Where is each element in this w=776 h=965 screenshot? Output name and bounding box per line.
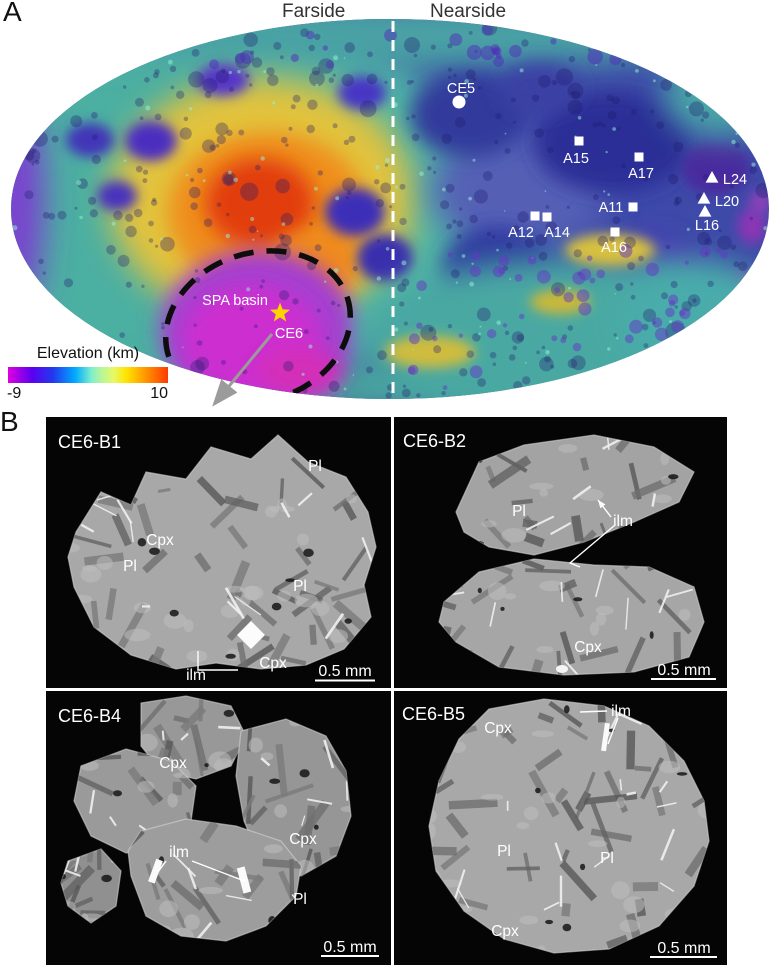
- scale-bar-label: 0.5 mm: [318, 663, 371, 680]
- bse-panel-ce6-b4: CE6-B4 Cpx Cpx ilm Pl 0.5 mm: [46, 691, 391, 965]
- mineral-leader-line: [607, 717, 619, 745]
- site-label-ce5: CE5: [447, 81, 475, 97]
- mineral-label-ilm: ilm: [613, 513, 633, 530]
- site-marker-a15: [574, 136, 584, 146]
- colorbar-gradient: [8, 367, 168, 383]
- mineral-label-cpx: Cpx: [259, 655, 287, 672]
- bse-panel-ce6-b2: CE6-B2 Pl ilm Cpx 0.5 mm: [394, 417, 727, 688]
- bright-grain: [556, 665, 568, 673]
- colorbar-min-label: -9: [7, 385, 22, 402]
- annotation-layer: CE6-B4 Cpx Cpx ilm Pl 0.5 mm: [58, 706, 379, 957]
- mineral-label-pl: Pl: [512, 503, 526, 520]
- panel-a-label: A: [3, 0, 22, 27]
- bse-panel-id: CE6-B2: [403, 431, 466, 451]
- lunar-elevation-map: CE5 A15 A17 A11 A12 A14 A16 L24 L20 L16 SPA basin C…: [11, 19, 769, 407]
- site-label-a16: A16: [601, 240, 627, 256]
- bse-image-grid: CE6-B1 Pl Cpx Pl Pl Cpx ilm 0.5 mm CE6-B2 Pl ilm C…: [46, 417, 727, 965]
- bse-panel-id: CE6-B1: [58, 432, 121, 452]
- site-marker-a17: [634, 152, 644, 162]
- bright-grain: [601, 722, 610, 752]
- hemisphere-label-nearside: Nearside: [430, 1, 507, 22]
- mineral-label-cpx: Cpx: [159, 755, 187, 772]
- site-label-a12: A12: [508, 225, 534, 241]
- site-label-a15: A15: [563, 151, 589, 167]
- site-label-a17: A17: [628, 166, 654, 182]
- site-marker-a12: [530, 211, 540, 221]
- mineral-label-pl: Pl: [293, 578, 307, 595]
- mineral-label-pl: Pl: [308, 458, 322, 475]
- site-marker-ce5: [452, 95, 466, 109]
- mineral-leader-line: [191, 860, 248, 883]
- bse-panel-ce6-b1: CE6-B1 Pl Cpx Pl Pl Cpx ilm 0.5 mm: [46, 417, 391, 688]
- site-label-l24: L24: [723, 172, 747, 188]
- ce6-to-panel-b-arrow: [212, 333, 274, 407]
- mineral-label-ilm: ilm: [186, 667, 206, 684]
- mineral-leader-line: [157, 860, 167, 873]
- site-label-a11: A11: [599, 200, 624, 216]
- site-marker-l20: [697, 192, 711, 204]
- bright-grain: [237, 621, 265, 649]
- crater-texture: [12, 20, 769, 399]
- mineral-label-cpx: Cpx: [491, 923, 519, 940]
- site-label-a14: A14: [544, 225, 570, 241]
- mineral-leader-line: [568, 524, 616, 568]
- mineral-label-pl: Pl: [123, 558, 137, 575]
- bright-grain: [148, 858, 163, 884]
- mineral-label-cpx: Cpx: [146, 532, 174, 549]
- site-marker-a11: [628, 202, 638, 212]
- site-label-l20: L20: [715, 194, 739, 210]
- mineral-leader-line: [197, 651, 238, 671]
- bright-grain: [236, 866, 252, 894]
- bse-panel-ce6-b5: CE6-B5 Cpx ilm Pl Pl Cpx 0.5 mm: [394, 691, 727, 965]
- site-marker-l24: [705, 171, 719, 183]
- mineral-label-ilm: ilm: [169, 844, 189, 861]
- scale-bar-label: 0.5 mm: [657, 662, 710, 679]
- site-marker-ce6: [270, 302, 290, 322]
- mineral-label-pl: Pl: [497, 843, 511, 860]
- annotation-layer: CE6-B2 Pl ilm Cpx 0.5 mm: [403, 431, 716, 680]
- landing-sites-layer: CE5 A15 A17 A11 A12 A14 A16 L24 L20 L16 SPA basin C…: [202, 81, 747, 342]
- panel-b-label: B: [0, 406, 19, 437]
- annotation-layer: CE6-B1 Pl Cpx Pl Pl Cpx ilm 0.5 mm: [58, 432, 375, 684]
- mineral-label-cpx: Cpx: [484, 720, 512, 737]
- mineral-label-pl: Pl: [600, 850, 614, 867]
- scale-bar-label: 0.5 mm: [323, 939, 376, 956]
- site-label-spa-basin: SPA basin: [202, 293, 268, 309]
- site-label-ce6: CE6: [275, 326, 303, 342]
- hemisphere-label-farside: Farside: [282, 1, 346, 22]
- bse-panel-id: CE6-B5: [402, 704, 465, 724]
- mineral-label-cpx: Cpx: [574, 639, 602, 656]
- site-label-l16: L16: [695, 218, 719, 234]
- colorbar-title: Elevation (km): [36, 345, 140, 362]
- colorbar-max-label: 10: [150, 385, 168, 402]
- bse-panel-id: CE6-B4: [58, 706, 121, 726]
- mineral-label-pl: Pl: [293, 891, 307, 908]
- site-marker-a14: [542, 212, 552, 222]
- mineral-label-ilm: ilm: [611, 703, 631, 720]
- site-marker-l16: [698, 205, 712, 217]
- site-marker-a16: [610, 227, 620, 237]
- mineral-leader-line: [579, 710, 608, 713]
- scale-bar-label: 0.5 mm: [657, 940, 710, 957]
- mineral-label-cpx: Cpx: [289, 831, 317, 848]
- leader-arrowhead: [598, 500, 606, 509]
- annotation-layer: CE6-B5 Cpx ilm Pl Pl Cpx 0.5 mm: [402, 703, 717, 958]
